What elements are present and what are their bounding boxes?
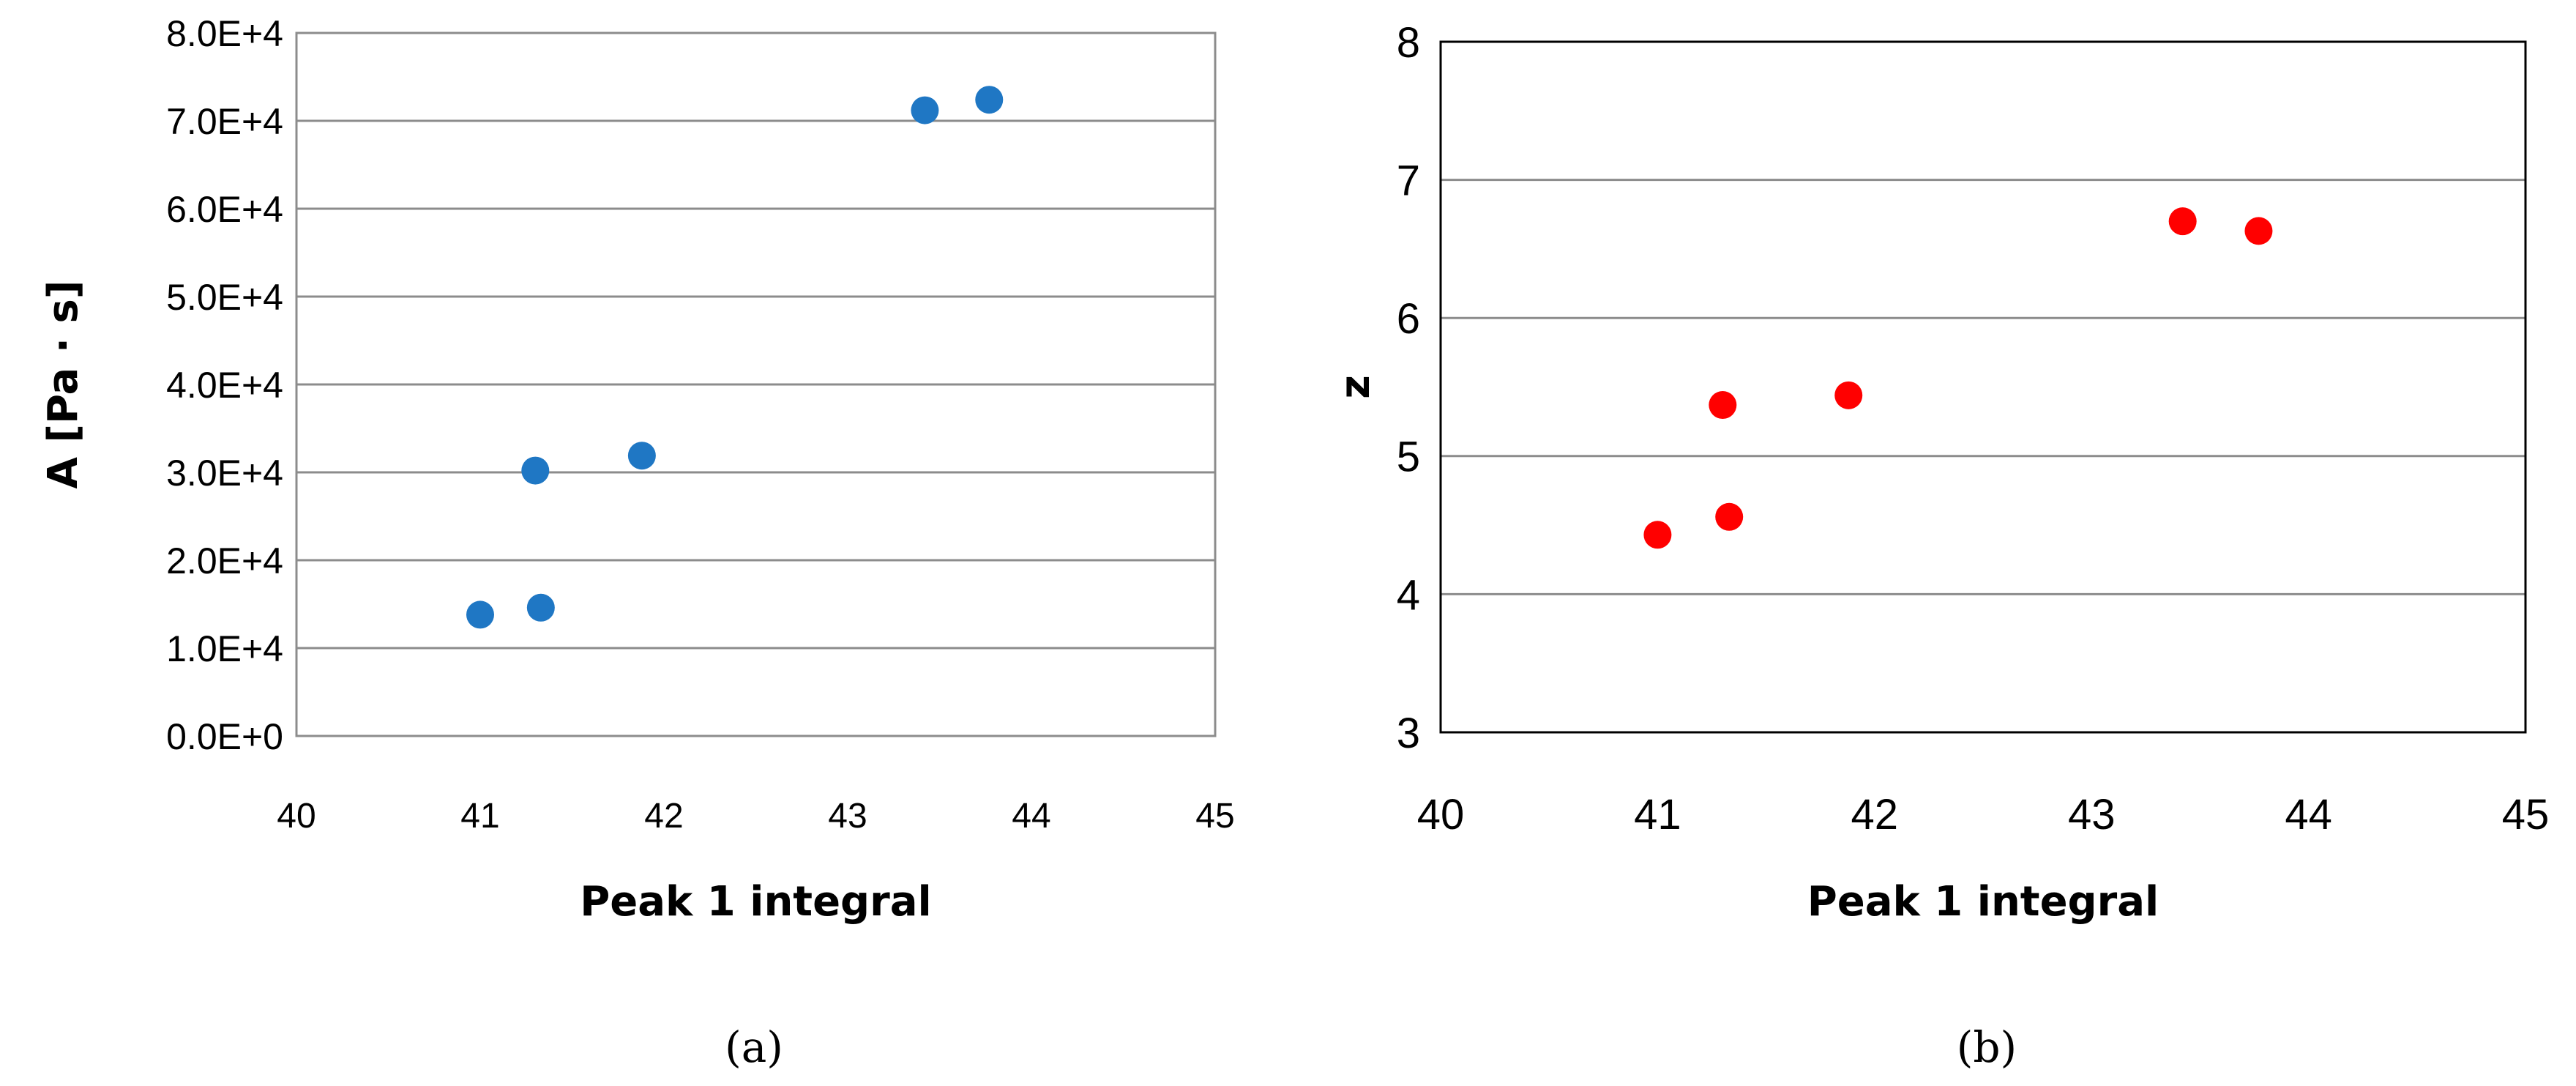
chart-b-y-tick-label: 8 xyxy=(1397,19,1420,67)
chart-b-data-point xyxy=(2244,217,2273,245)
chart-a-y-tick-label: 6.0E+4 xyxy=(166,189,283,230)
chart-b-data-point xyxy=(1834,381,1863,409)
chart-b-y-tick-label: 5 xyxy=(1397,434,1420,481)
chart-a-y-tick-label: 5.0E+4 xyxy=(166,277,283,318)
chart-b-points xyxy=(1643,207,2273,549)
chart-b-y-tick-label: 4 xyxy=(1397,571,1420,619)
chart-a-y-tick-label: 2.0E+4 xyxy=(166,540,283,581)
chart-a-data-point xyxy=(521,456,550,485)
chart-a-data-point xyxy=(975,86,1004,114)
chart-a-x-axis-title: Peak 1 integral xyxy=(580,878,932,926)
chart-a-x-tick-label: 44 xyxy=(1012,797,1050,836)
chart-a-y-axis-title: A [Pa · s] xyxy=(40,280,87,489)
chart-a-y-tick-labels: 0.0E+0 1.0E+4 2.0E+4 3.0E+4 4.0E+4 5.0E+4 6.0E… xyxy=(166,13,283,757)
chart-b-x-tick-label: 42 xyxy=(1851,791,1899,838)
chart-a-y-tick-label: 0.0E+0 xyxy=(166,716,283,757)
chart-a-x-tick-label: 42 xyxy=(644,797,683,836)
chart-a-points xyxy=(466,86,1004,629)
chart-a-y-tick-label: 1.0E+4 xyxy=(166,628,283,669)
chart-b-y-tick-label: 7 xyxy=(1397,157,1420,204)
chart-a-y-tick-label: 3.0E+4 xyxy=(166,453,283,494)
chart-b-x-tick-label: 44 xyxy=(2285,791,2332,838)
chart-a-panel-label: (a) xyxy=(725,1022,783,1072)
chart-a-data-point xyxy=(627,442,656,470)
chart-b-data-point xyxy=(1643,521,1672,549)
chart-b-data-point xyxy=(2168,207,2197,236)
chart-a-x-tick-label: 43 xyxy=(828,797,867,836)
chart-a: 0.0E+0 1.0E+4 2.0E+4 3.0E+4 4.0E+4 5.0E+4 6.0E… xyxy=(40,13,1235,1072)
chart-b-x-tick-label: 45 xyxy=(2502,791,2550,838)
chart-b-x-tick-label: 41 xyxy=(1634,791,1681,838)
chart-b-y-tick-labels: 3 4 5 6 7 8 xyxy=(1397,19,1420,757)
chart-a-y-tick-label: 8.0E+4 xyxy=(166,13,283,54)
chart-b-x-tick-label: 40 xyxy=(1417,791,1465,838)
chart-b-x-tick-label: 43 xyxy=(2068,791,2116,838)
chart-a-y-tick-label: 7.0E+4 xyxy=(166,101,283,142)
chart-b-x-axis-title: Peak 1 integral xyxy=(1807,878,2159,926)
chart-b-data-point xyxy=(1715,502,1744,531)
chart-b-y-axis-title: z xyxy=(1332,375,1379,399)
chart-a-x-tick-label: 40 xyxy=(277,797,316,836)
chart-b-panel-label: (b) xyxy=(1957,1022,2017,1072)
chart-b-x-tick-labels: 40 41 42 43 44 45 xyxy=(1417,791,2550,838)
chart-a-y-tick-label: 4.0E+4 xyxy=(166,365,283,406)
chart-b-y-tick-label: 3 xyxy=(1397,710,1420,757)
chart-b-data-point xyxy=(1709,391,1737,420)
chart-a-data-point xyxy=(466,600,494,629)
chart-a-x-tick-label: 41 xyxy=(460,797,499,836)
chart-a-data-point xyxy=(911,96,939,124)
chart-a-x-tick-labels: 40 41 42 43 44 45 xyxy=(277,797,1234,836)
chart-b-plot-area xyxy=(1439,40,2527,734)
chart-a-plot-area xyxy=(295,31,1217,737)
chart-a-x-tick-label: 45 xyxy=(1195,797,1234,836)
chart-b-y-tick-label: 6 xyxy=(1397,295,1420,343)
chart-a-data-point xyxy=(526,593,555,622)
